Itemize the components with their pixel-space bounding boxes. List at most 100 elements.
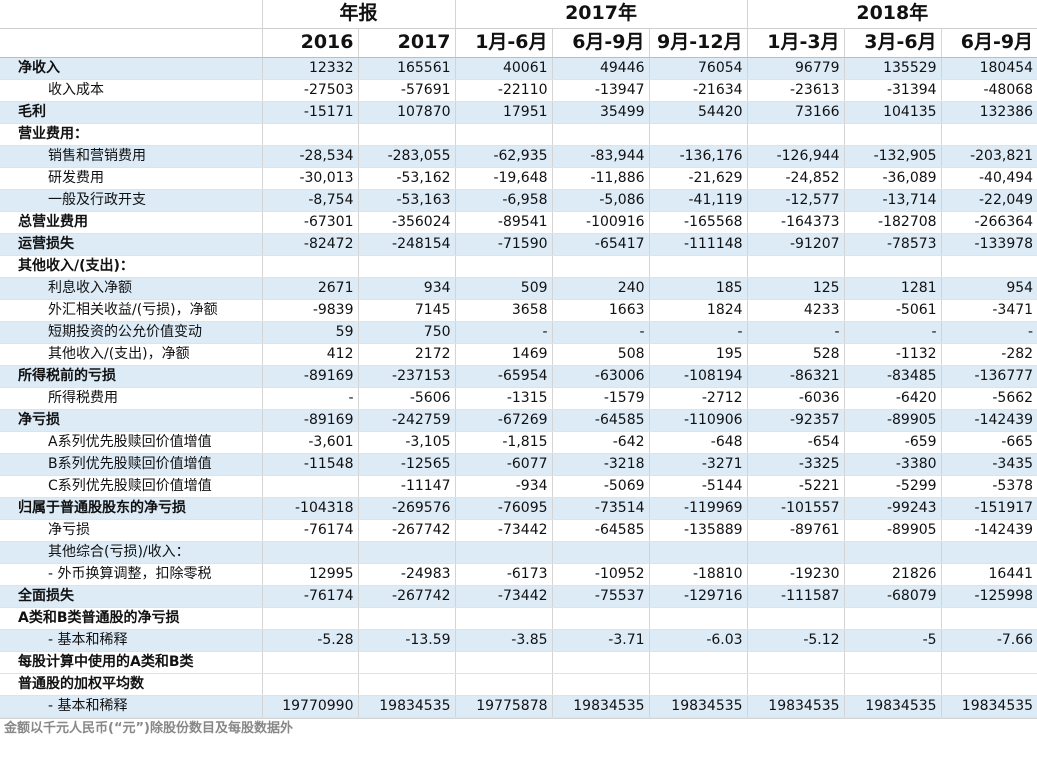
- value-cell: -125998: [941, 585, 1037, 608]
- value-cell: [747, 255, 845, 278]
- value-cell: -57691: [358, 79, 456, 102]
- value-cell: 185: [649, 277, 748, 300]
- row-label: 净亏损: [0, 519, 263, 542]
- value-cell: -3325: [747, 453, 845, 476]
- value-cell: -64585: [552, 409, 650, 432]
- value-cell: -27503: [262, 79, 359, 102]
- value-cell: 240: [552, 277, 650, 300]
- value-cell: -119969: [649, 497, 748, 520]
- value-cell: 165561: [358, 57, 456, 80]
- value-cell: -6.03: [649, 629, 748, 652]
- value-cell: -36,089: [844, 167, 942, 190]
- value-cell: [649, 541, 748, 564]
- row-label: 其他收入/(支出)，净额: [0, 343, 263, 366]
- value-cell: -91207: [747, 233, 845, 256]
- value-cell: -164373: [747, 211, 845, 234]
- value-cell: -73514: [552, 497, 650, 520]
- value-cell: -86321: [747, 365, 845, 388]
- row-label: 总营业费用: [0, 211, 263, 234]
- row-label: - 基本和稀释: [0, 629, 263, 652]
- value-cell: -67301: [262, 211, 359, 234]
- value-cell: -: [941, 321, 1037, 344]
- value-cell: 19770990: [262, 695, 359, 718]
- value-cell: [455, 541, 553, 564]
- row-label: 运营损失: [0, 233, 263, 256]
- table-row: 普通股的加权平均数: [0, 673, 1037, 696]
- value-cell: -73442: [455, 519, 553, 542]
- value-cell: -3,601: [262, 431, 359, 454]
- table-row: 所得税前的亏损 -89169 -237153 -65954 -63006 -108194-…: [0, 365, 1037, 388]
- table-row: 净收入 12332 165561 40061 49446 76054 96779 135529…: [0, 57, 1037, 80]
- value-cell: -282: [941, 343, 1037, 366]
- header-row-periods: 2016 2017 1月-6月 6月-9月 9月-12月 1月-3月 3月-6月…: [0, 28, 1037, 58]
- value-cell: -100916: [552, 211, 650, 234]
- row-label: - 基本和稀释: [0, 695, 263, 718]
- footnote: 金额以千元人民币(“元”)除股份数目及每股数据外: [0, 717, 1037, 739]
- value-cell: [552, 123, 650, 146]
- value-cell: -67269: [455, 409, 553, 432]
- value-cell: -6173: [455, 563, 553, 586]
- value-cell: -5299: [844, 475, 942, 498]
- value-cell: -8,754: [262, 189, 359, 212]
- value-cell: [747, 541, 845, 564]
- table-body: 净收入 12332 165561 40061 49446 76054 96779 135529…: [0, 57, 1037, 718]
- value-cell: 12332: [262, 57, 359, 80]
- value-cell: -142439: [941, 409, 1037, 432]
- value-cell: -24,852: [747, 167, 845, 190]
- value-cell: [552, 651, 650, 674]
- value-cell: -1315: [455, 387, 553, 410]
- value-cell: -15171: [262, 101, 359, 124]
- value-cell: [844, 123, 942, 146]
- row-label: 营业费用：: [0, 123, 263, 146]
- value-cell: 412: [262, 343, 359, 366]
- value-cell: 2671: [262, 277, 359, 300]
- value-cell: -5221: [747, 475, 845, 498]
- value-cell: -248154: [358, 233, 456, 256]
- value-cell: -53,163: [358, 189, 456, 212]
- header-col-2017: 2017: [358, 28, 456, 58]
- value-cell: -648: [649, 431, 748, 454]
- value-cell: -10952: [552, 563, 650, 586]
- value-cell: -3.71: [552, 629, 650, 652]
- value-cell: [358, 651, 456, 674]
- table-row: 所得税费用 - -5606 -1315 -1579 -2712 -6036 -6420 -566…: [0, 387, 1037, 410]
- value-cell: 528: [747, 343, 845, 366]
- row-label: 短期投资的公允价值变动: [0, 321, 263, 344]
- table-row: 利息收入净额 2671 934 509 240 185 125 1281 954: [0, 277, 1037, 300]
- value-cell: [262, 651, 359, 674]
- table-row: 短期投资的公允价值变动 59 750- - - - - -: [0, 321, 1037, 344]
- value-cell: [941, 541, 1037, 564]
- value-cell: [649, 651, 748, 674]
- header-col-2017-sep-dec: 9月-12月: [649, 28, 748, 58]
- value-cell: -11147: [358, 475, 456, 498]
- row-label: 每股计算中使用的A类和B类: [0, 651, 263, 674]
- value-cell: -5,086: [552, 189, 650, 212]
- header-col-2017-jun-sep: 6月-9月: [552, 28, 650, 58]
- value-cell: -7.66: [941, 629, 1037, 652]
- value-cell: -11,886: [552, 167, 650, 190]
- value-cell: [941, 607, 1037, 630]
- value-cell: -13.59: [358, 629, 456, 652]
- table-row: 其他综合(亏损)/收入：: [0, 541, 1037, 564]
- table-row: A类和B类普通股的净亏损: [0, 607, 1037, 630]
- value-cell: [649, 607, 748, 630]
- value-cell: [358, 673, 456, 696]
- value-cell: 1281: [844, 277, 942, 300]
- value-cell: -5: [844, 629, 942, 652]
- value-cell: -3,105: [358, 431, 456, 454]
- value-cell: [358, 255, 456, 278]
- value-cell: -40,494: [941, 167, 1037, 190]
- value-cell: 35499: [552, 101, 650, 124]
- value-cell: [649, 673, 748, 696]
- header-col-2016: 2016: [262, 28, 359, 58]
- row-label: 其他综合(亏损)/收入：: [0, 541, 263, 564]
- table-row: 净亏损 -76174 -267742 -73442 -64585 -135889 -8976…: [0, 519, 1037, 542]
- value-cell: -13,714: [844, 189, 942, 212]
- table-row: 营业费用：: [0, 123, 1037, 146]
- value-cell: -1132: [844, 343, 942, 366]
- value-cell: [262, 123, 359, 146]
- value-cell: [455, 123, 553, 146]
- value-cell: -3471: [941, 299, 1037, 322]
- value-cell: -5662: [941, 387, 1037, 410]
- value-cell: 19775878: [455, 695, 553, 718]
